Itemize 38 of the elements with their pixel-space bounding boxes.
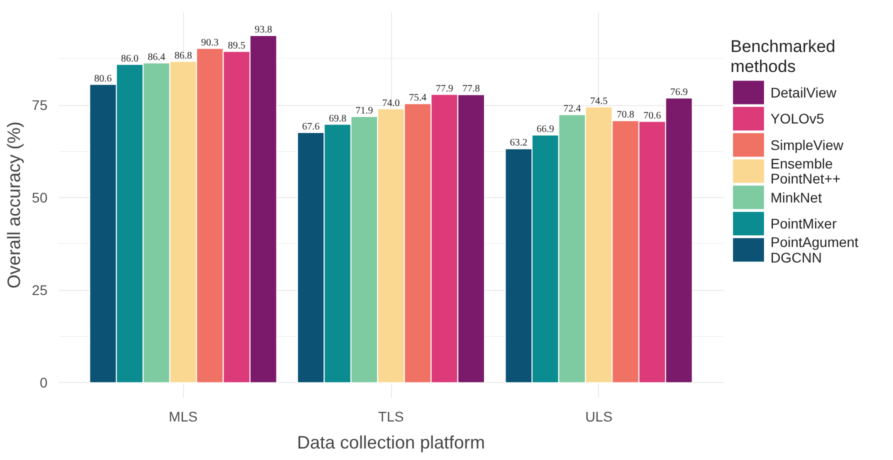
y-tick-label: 25	[32, 282, 48, 298]
data-label: 86.4	[148, 52, 166, 63]
legend-label: DetailView	[770, 84, 838, 100]
legend-label: MinkNet	[770, 189, 822, 206]
data-label: 70.8	[616, 110, 634, 121]
data-label: 77.8	[462, 84, 480, 95]
data-label: 75.4	[408, 92, 426, 104]
y-axis-title: Overall accuracy (%)	[4, 121, 24, 289]
data-label: 67.6	[302, 121, 320, 132]
y-tick-label: 0	[40, 374, 48, 391]
data-label: 66.9	[536, 124, 554, 136]
data-label: 70.6	[644, 110, 661, 122]
legend-label: Ensemble PointNet++	[770, 156, 841, 187]
data-label: 89.5	[228, 40, 246, 52]
x-tick-label: ULS	[585, 408, 612, 424]
data-label: 71.9	[356, 106, 374, 117]
legend-label: SimpleView	[770, 136, 844, 153]
data-label: 74.5	[590, 96, 608, 107]
data-label: 86.8	[174, 50, 192, 62]
legend-label: YOLOv5	[770, 110, 824, 127]
x-tick-label: TLS	[378, 408, 404, 424]
data-label: 93.8	[254, 24, 272, 36]
legend-label: PointMixer	[770, 216, 837, 232]
data-label: 72.4	[563, 104, 581, 115]
x-tick-label: MLS	[168, 408, 198, 424]
y-tick-label: 50	[32, 190, 48, 206]
data-label: 86.0	[121, 53, 138, 64]
data-label: 76.9	[670, 87, 688, 98]
data-label: 69.8	[328, 113, 346, 124]
data-label: 74.0	[382, 98, 400, 109]
y-tick-label: 75	[32, 97, 48, 114]
legend-label: PointAgument DGCNN	[770, 234, 859, 266]
data-label: 80.6	[94, 73, 112, 84]
legend-title: Benchmarked methods	[730, 37, 836, 76]
x-axis-title: Data collection platform	[296, 432, 486, 452]
data-label: 63.2	[510, 138, 528, 149]
data-label: 90.3	[201, 37, 219, 48]
data-label: 77.9	[436, 83, 454, 94]
